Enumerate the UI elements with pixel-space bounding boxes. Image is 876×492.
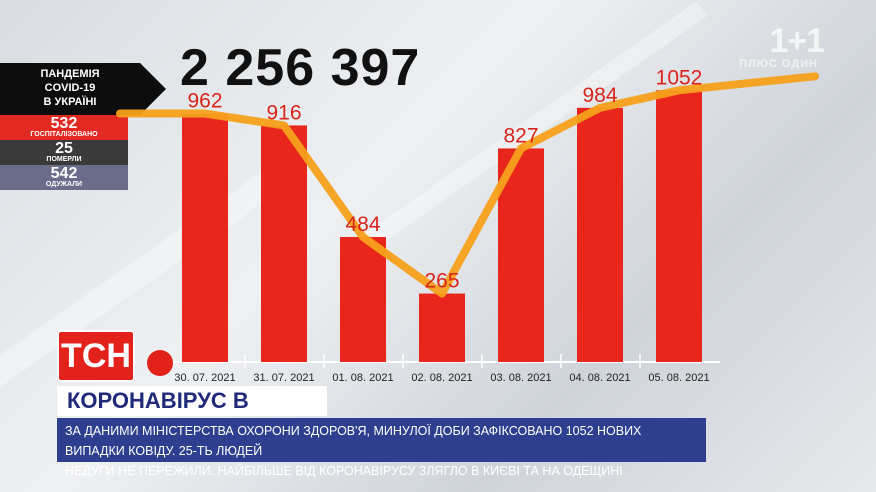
stats-title-line: В УКРАЇНІ [43,96,97,108]
bar-value-label: 984 [582,84,617,107]
bar [419,293,465,362]
stat-died-value: 25 [55,140,73,157]
stat-hospitalized: 532 ГОСПІТАЛІЗОВАНО [0,115,128,140]
tsn-logo: ТСН [57,330,135,382]
bar [261,125,307,362]
stats-title-line: COVID-19 [44,82,96,94]
bar [340,237,386,362]
x-tick-label: 02. 08. 2021 [411,372,472,384]
bar [182,113,228,363]
x-tick-label: 05. 08. 2021 [648,372,709,384]
x-tick-label: 04. 08. 2021 [569,372,630,384]
news-headline: КОРОНАВІРУС В УКРАЇНІ [57,386,327,443]
stat-died-label: ПОМЕРЛИ [46,156,82,163]
x-tick-label: 31. 07. 2021 [253,372,314,384]
stats-title-line: ПАНДЕМІЯ [40,68,100,80]
trend-line [116,72,819,298]
bar-value-label: 962 [187,90,222,113]
stat-recovered: 542 ОДУЖАЛИ [0,165,128,190]
stat-recovered-label: ОДУЖАЛИ [45,181,83,188]
bar [577,107,623,362]
ticker-line: ЗА ДАНИМИ МІНІСТЕРСТВА ОХОРОНИ ЗДОРОВ'Я,… [65,424,642,458]
news-ticker: ЗА ДАНИМИ МІНІСТЕРСТВА ОХОРОНИ ЗДОРОВ'Я,… [57,418,706,478]
x-tick-label: 01. 08. 2021 [332,372,393,384]
bar [656,90,702,362]
ticker-line: НЕДУГИ НЕ ПЕРЕЖИЛИ. НАЙБІЛЬШЕ ВІД КОРОНА… [65,464,623,478]
stats-title: ПАНДЕМІЯ COVID-19 В УКРАЇНІ [0,63,166,115]
stat-died: 25 ПОМЕРЛИ [0,140,128,165]
bar-value-label: 1052 [656,66,703,89]
stat-hospitalized-value: 532 [50,115,78,132]
bar-value-label: 484 [345,213,380,236]
virus-icon [147,350,173,376]
channel-brand-subtext: ПЛЮС ОДИН [739,58,818,70]
x-tick-label: 30. 07. 2021 [174,372,235,384]
stat-recovered-value: 542 [50,165,78,182]
bar-value-label: 827 [503,124,538,147]
total-cases-counter: 2 256 397 [180,39,421,97]
channel-brand-logo: 1+1 [769,22,825,60]
covid-stats-panel: ПАНДЕМІЯ COVID-19 В УКРАЇНІ 532 ГОСПІТАЛ… [0,63,170,190]
stat-hospitalized-label: ГОСПІТАЛІЗОВАНО [30,131,98,138]
bar-value-label: 916 [266,101,301,124]
x-tick-label: 03. 08. 2021 [490,372,551,384]
bar-value-label: 265 [424,270,459,293]
